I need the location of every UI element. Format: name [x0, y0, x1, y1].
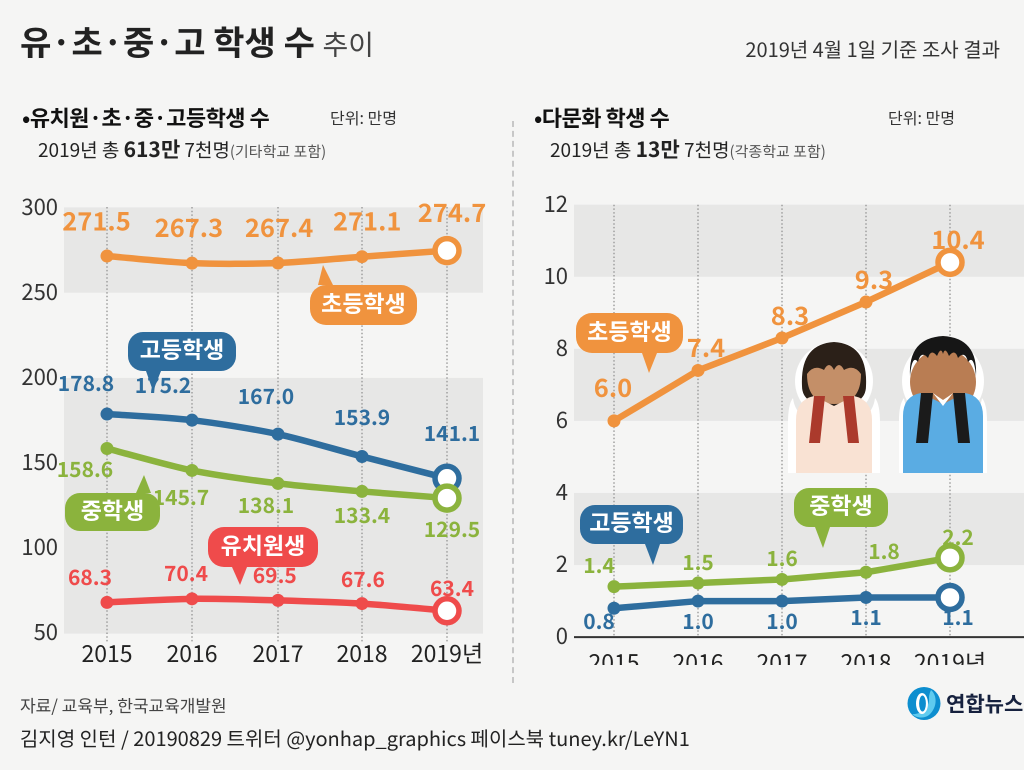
svg-text:2017: 2017: [252, 635, 303, 665]
svg-text:267.3: 267.3: [155, 208, 223, 245]
svg-text:141.1: 141.1: [424, 418, 480, 448]
svg-text:271.5: 271.5: [62, 202, 130, 239]
svg-text:8.3: 8.3: [771, 296, 809, 333]
svg-text:2016: 2016: [166, 635, 217, 665]
svg-text:2.2: 2.2: [942, 522, 974, 552]
svg-text:167.0: 167.0: [238, 381, 294, 411]
svg-text:중학생: 중학생: [81, 492, 144, 526]
svg-text:10: 10: [544, 259, 568, 291]
svg-text:12: 12: [544, 187, 568, 219]
svg-text:0: 0: [556, 619, 568, 651]
svg-text:6: 6: [556, 403, 568, 435]
svg-text:1.5: 1.5: [682, 547, 714, 577]
svg-text:133.4: 133.4: [334, 500, 390, 530]
svg-text:2018: 2018: [336, 635, 387, 665]
svg-text:0.8: 0.8: [583, 606, 615, 636]
svg-text:2019년: 2019년: [411, 635, 483, 665]
svg-text:고등학생: 고등학생: [589, 504, 674, 538]
svg-text:129.5: 129.5: [424, 514, 480, 544]
svg-text:1.1: 1.1: [850, 602, 882, 632]
svg-text:8: 8: [556, 331, 568, 363]
svg-text:158.6: 158.6: [57, 454, 113, 484]
svg-text:7.4: 7.4: [687, 328, 725, 365]
svg-text:연합뉴스: 연합뉴스: [946, 689, 1023, 719]
svg-text:300: 300: [21, 190, 58, 222]
svg-text:1.1: 1.1: [942, 602, 974, 632]
svg-text:1.0: 1.0: [682, 606, 714, 636]
svg-text:63.4: 63.4: [430, 573, 474, 603]
svg-text:고등학생: 고등학생: [140, 331, 225, 365]
svg-text:1.6: 1.6: [766, 543, 798, 573]
svg-text:250: 250: [21, 275, 58, 307]
svg-text:2015: 2015: [588, 644, 639, 665]
svg-text:9.3: 9.3: [855, 260, 893, 297]
svg-text:1.0: 1.0: [766, 606, 798, 636]
svg-text:100: 100: [21, 530, 58, 562]
svg-text:2019년: 2019년: [914, 644, 986, 665]
svg-text:70.4: 70.4: [164, 558, 208, 588]
svg-text:67.6: 67.6: [341, 564, 385, 594]
svg-text:10.4: 10.4: [931, 220, 984, 257]
svg-text:68.3: 68.3: [68, 562, 112, 592]
svg-text:2016: 2016: [672, 644, 723, 665]
svg-text:178.8: 178.8: [58, 368, 114, 398]
svg-text:1.8: 1.8: [868, 536, 900, 566]
svg-text:중학생: 중학생: [809, 487, 872, 521]
svg-text:267.4: 267.4: [245, 208, 313, 245]
svg-text:초등학생: 초등학생: [321, 285, 406, 319]
svg-text:2: 2: [556, 547, 568, 579]
svg-text:150: 150: [21, 445, 58, 477]
svg-text:271.1: 271.1: [333, 202, 401, 239]
svg-text:2015: 2015: [81, 635, 132, 665]
svg-text:274.7: 274.7: [418, 193, 486, 230]
svg-text:175.2: 175.2: [135, 370, 191, 400]
svg-text:초등학생: 초등학생: [587, 313, 672, 347]
svg-text:6.0: 6.0: [594, 368, 632, 405]
svg-text:145.7: 145.7: [153, 482, 209, 512]
svg-text:유치원생: 유치원생: [221, 527, 306, 561]
svg-text:2017: 2017: [756, 644, 807, 665]
svg-text:1.4: 1.4: [583, 550, 615, 580]
svg-text:4: 4: [556, 475, 568, 507]
svg-text:2018: 2018: [840, 644, 891, 665]
svg-text:50: 50: [34, 615, 58, 647]
svg-text:138.1: 138.1: [238, 490, 294, 520]
svg-text:153.9: 153.9: [334, 402, 390, 432]
svg-text:200: 200: [21, 360, 58, 392]
